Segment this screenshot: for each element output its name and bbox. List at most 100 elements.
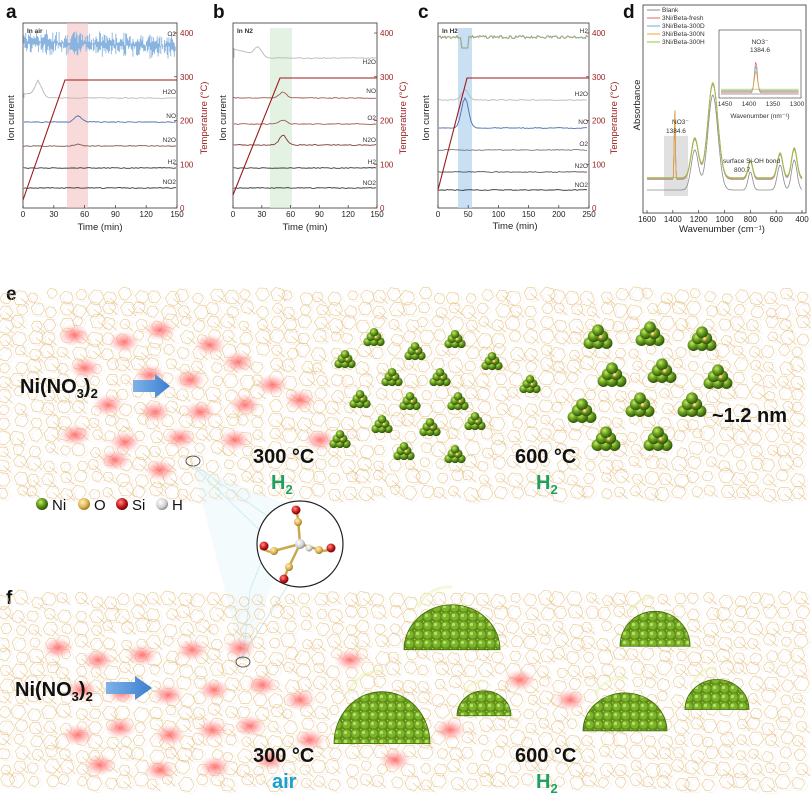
panel-a-o2-noise xyxy=(23,29,176,59)
nitrate-site xyxy=(144,759,176,781)
nitrate-sites-e xyxy=(58,319,336,481)
ni-atom xyxy=(525,374,535,384)
panel-a-letter: a xyxy=(6,2,17,23)
nitrate-site xyxy=(84,754,116,776)
trace-label: NO2 xyxy=(163,179,177,186)
ni-atom xyxy=(656,358,668,371)
trace-label: H2O xyxy=(575,91,588,98)
trace-label: H2O xyxy=(163,89,176,96)
panel-c-band xyxy=(458,28,472,208)
panel-b: b In N2 H2O NO O2 N2O H2 NO2 0 30 60 90 120 150 0 1… xyxy=(213,2,409,233)
ni-atom xyxy=(450,444,460,454)
panel-a-xlabel: Time (min) xyxy=(77,222,122,233)
atom-legend-label: Ni xyxy=(52,497,66,514)
trace-label: NO xyxy=(366,88,376,95)
si-atom xyxy=(326,543,336,553)
o-atom xyxy=(340,437,344,441)
scheme-f-gas-2: H2 xyxy=(536,771,558,796)
o-atom xyxy=(392,375,396,379)
panel-a-ytick: 300 xyxy=(180,73,194,82)
inset-xtick: 1350 xyxy=(766,101,781,108)
panel-b-ytick: 100 xyxy=(380,160,394,169)
o-atom xyxy=(475,419,479,423)
nitrate-site xyxy=(254,749,286,771)
panel-c-ytick: 0 xyxy=(592,204,597,213)
o-atom xyxy=(360,397,364,401)
panel-c-letter: c xyxy=(418,2,429,23)
nitrate-site xyxy=(144,319,176,341)
panel-a-xtick: 90 xyxy=(111,210,120,219)
panel-d-legend: Blank3Ni/Beta-fresh3Ni/Beta-300D3Ni/Beta… xyxy=(647,7,705,46)
ni-particle xyxy=(582,692,668,732)
large-ni-particles xyxy=(333,585,750,744)
o-atom xyxy=(658,436,663,442)
panel-c-temperature-line xyxy=(437,77,589,191)
o-atom xyxy=(430,425,434,429)
o-atom xyxy=(285,563,293,571)
o-atom xyxy=(692,402,697,408)
ni-particle-highlight xyxy=(346,669,383,695)
panel-d-spectra xyxy=(647,81,803,191)
panel-d-xtick: 1200 xyxy=(690,215,708,224)
ni-atom xyxy=(652,426,664,439)
n2o-trace xyxy=(233,134,377,146)
trace-label: N2O xyxy=(575,163,588,170)
legend-entry: 3Ni/Beta-300H xyxy=(662,39,705,46)
panel-c-ylabel-right: Temperature (°C) xyxy=(609,82,620,155)
panel-b-xlabel: Time (min) xyxy=(282,222,327,233)
atom-legend-label: H xyxy=(172,497,183,514)
panel-a-band xyxy=(67,23,88,208)
ni-atom xyxy=(696,326,708,339)
panel-c-xtick: 0 xyxy=(436,210,441,219)
panel-d-xtick: 400 xyxy=(795,215,809,224)
nitrate-site xyxy=(184,401,216,423)
trace-label: H2 xyxy=(580,28,589,35)
ni-atom xyxy=(686,392,698,405)
o-atom xyxy=(455,452,459,456)
nitrate-site xyxy=(108,331,140,353)
panel-d-xtick: 1000 xyxy=(716,215,734,224)
o-atom xyxy=(410,399,414,403)
atom-legend: Ni O Si H xyxy=(36,497,183,514)
ni-atom xyxy=(387,367,397,377)
ni-particle-highlight xyxy=(463,679,485,693)
inset-line xyxy=(721,65,799,92)
panel-c-xtick: 250 xyxy=(582,210,596,219)
o2-trace xyxy=(233,119,377,125)
panel-d-ylabel: Absorbance xyxy=(632,80,643,131)
scheme-e-size-label: ~1.2 nm xyxy=(712,405,787,427)
ni-atom xyxy=(450,329,460,339)
panel-a-ytick: 100 xyxy=(180,160,194,169)
nitrate-site xyxy=(334,649,366,671)
panel-b-xtick: 30 xyxy=(257,210,266,219)
panel-b-xtick: 0 xyxy=(231,210,236,219)
o2-noise-trace xyxy=(23,29,176,59)
panel-d-inset xyxy=(718,29,802,99)
o-atom xyxy=(382,422,386,426)
panel-a-xtick: 0 xyxy=(21,210,26,219)
ni-atom xyxy=(369,327,379,337)
no-trace xyxy=(24,115,177,123)
scheme-f-temp-2: 600 °C xyxy=(515,745,576,767)
trace-label: N2O xyxy=(163,137,176,144)
ni-atom xyxy=(335,429,345,439)
nitrate-site xyxy=(554,689,586,711)
panel-b-xtick: 90 xyxy=(315,210,324,219)
nitrate-site xyxy=(284,389,316,411)
o-legend-dot xyxy=(78,498,90,510)
panel-c-ytick: 200 xyxy=(592,117,606,126)
inset-xtick: 1450 xyxy=(718,101,733,108)
panel-d-inset-title: NO3⁻ xyxy=(752,39,769,46)
nitrate-site xyxy=(234,715,266,737)
nitrate-site xyxy=(82,649,114,671)
panel-d-xtick: 800 xyxy=(744,215,758,224)
o-atom xyxy=(270,547,278,555)
legend-entry: Blank xyxy=(662,7,679,14)
panel-b-frame xyxy=(232,22,378,209)
legend-entry: 3Ni/Beta-300N xyxy=(662,31,705,38)
nitrate-site xyxy=(504,669,536,691)
scheme-f-precursor: Ni(NO3)2 xyxy=(15,679,93,704)
o-atom xyxy=(650,331,655,337)
h-legend-dot xyxy=(156,498,168,510)
nitrate-site xyxy=(379,749,411,771)
